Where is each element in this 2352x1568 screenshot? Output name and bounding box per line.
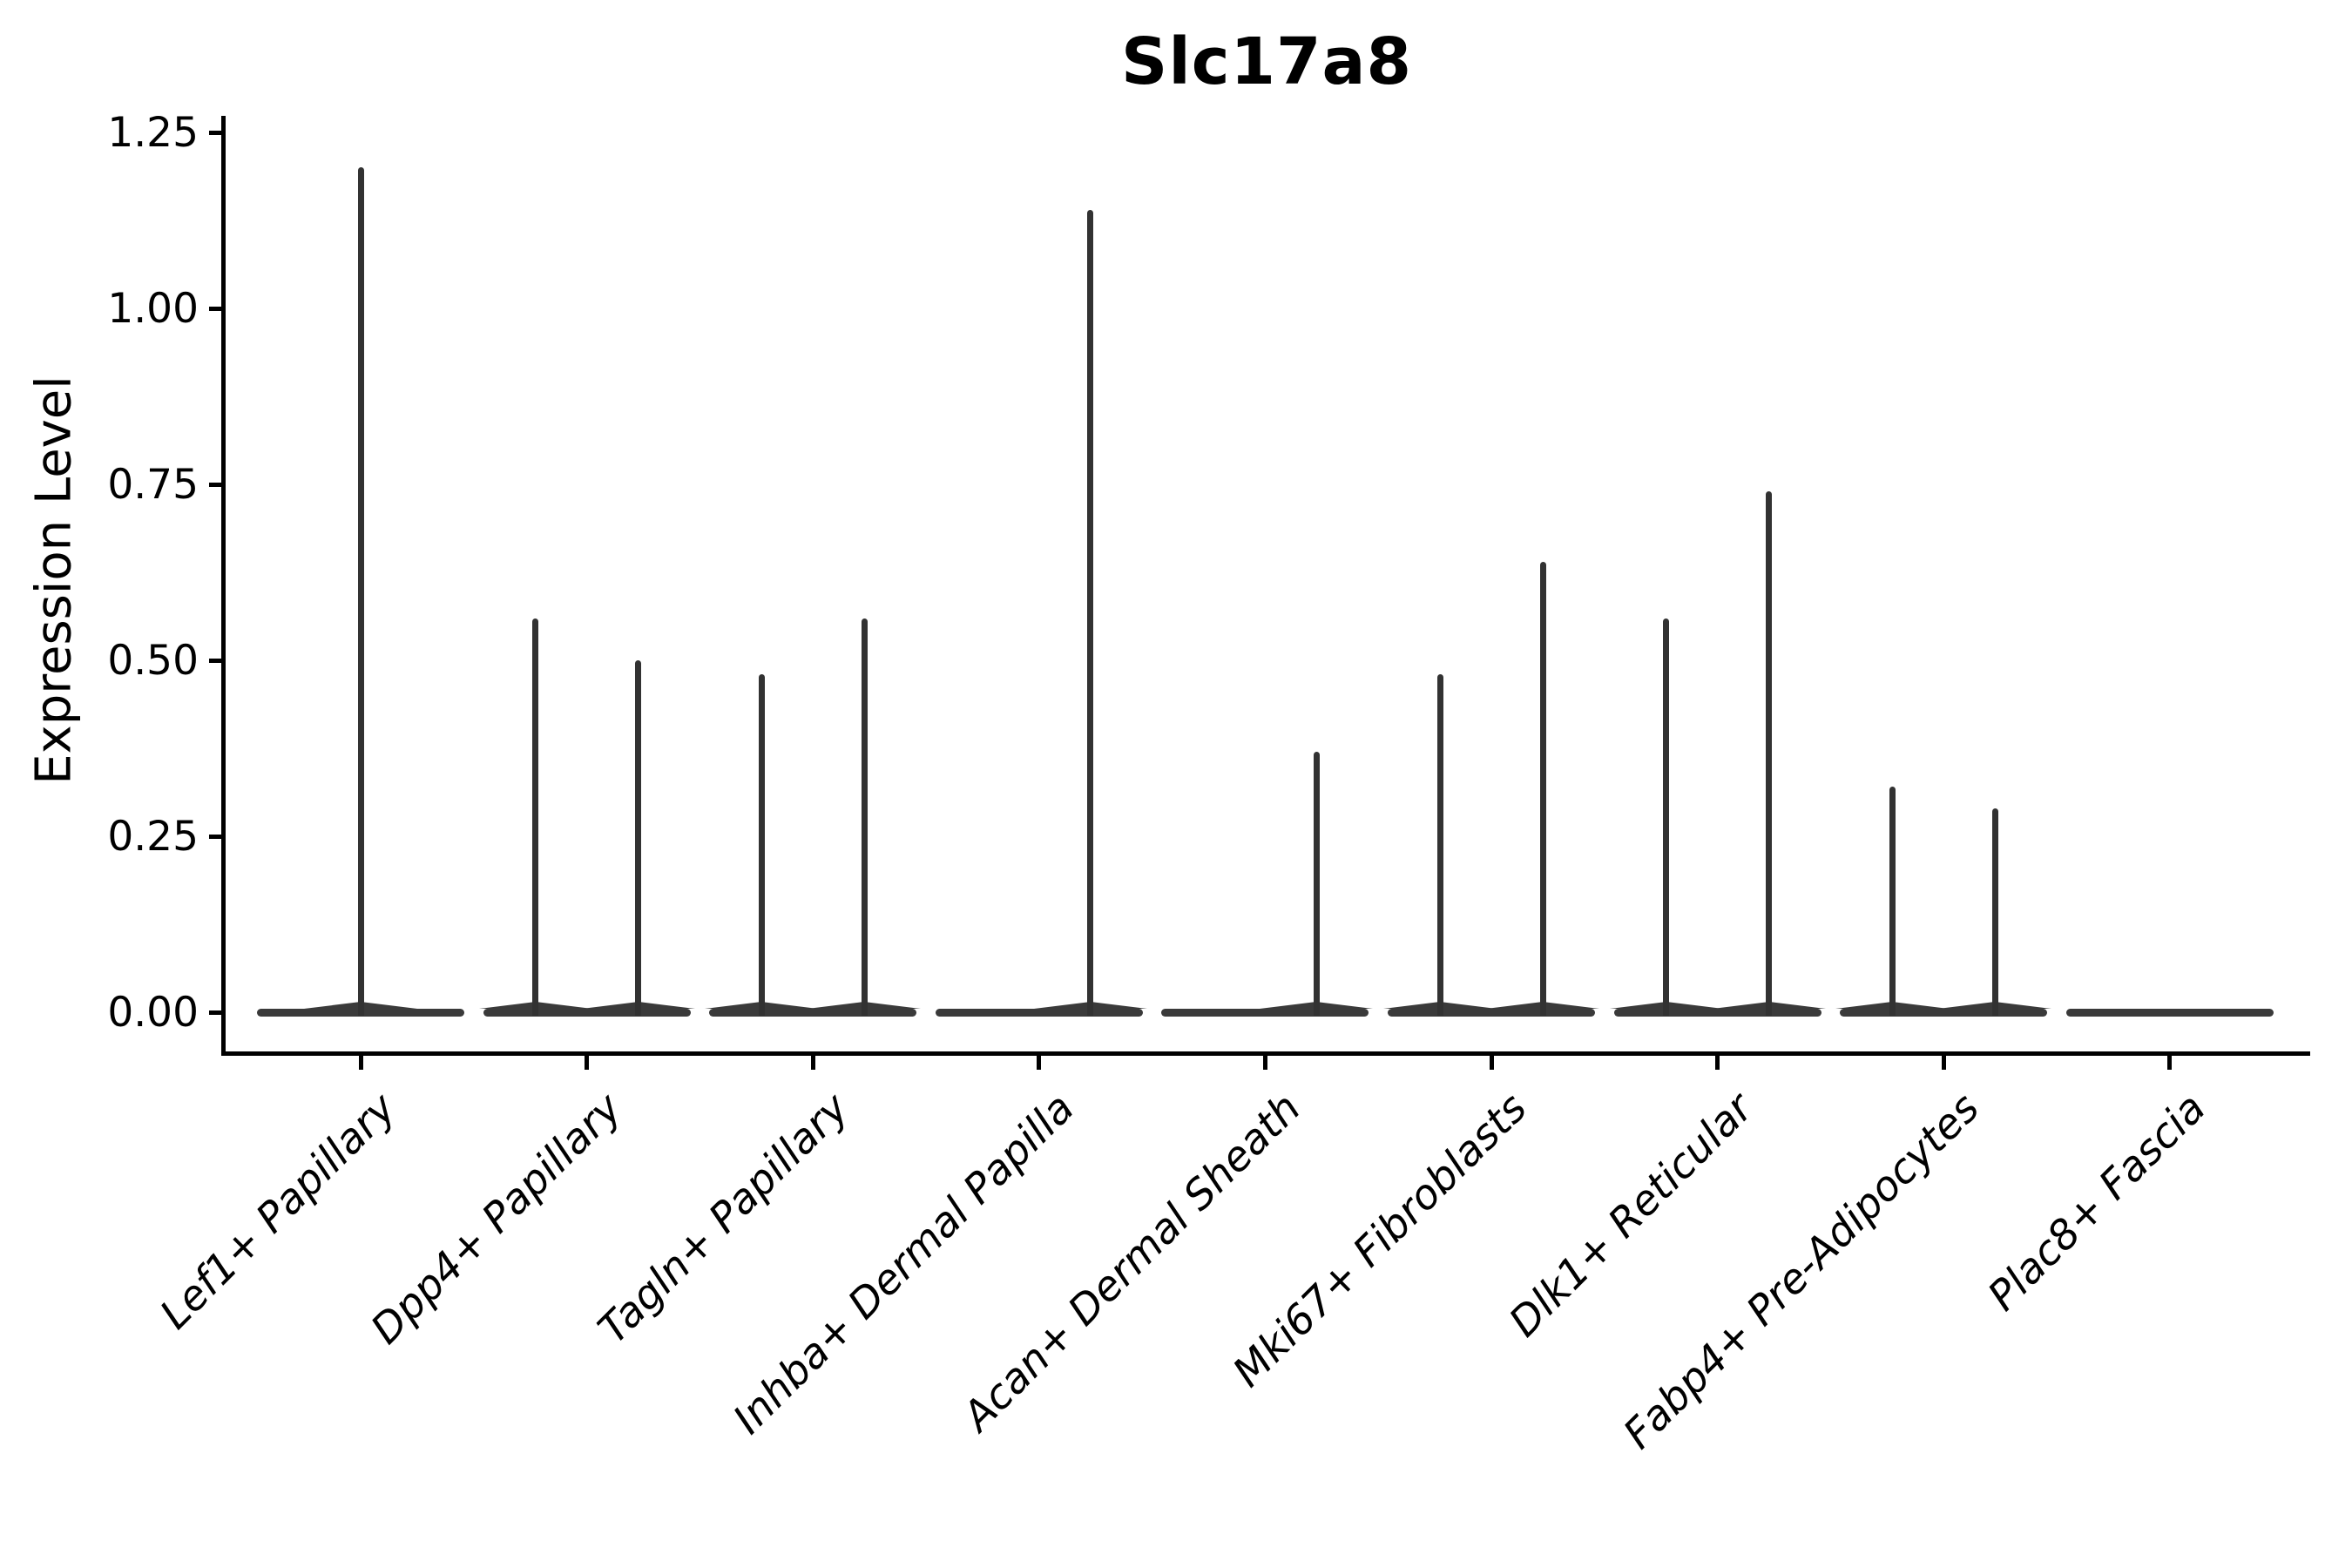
violin-base (1388, 1009, 1595, 1017)
y-tick-label: 0.25 (107, 812, 199, 861)
violin-spike (1539, 561, 1546, 1016)
x-tick-label: Dlk1+ Reticular (1500, 1084, 1763, 1347)
violin-spike (1766, 491, 1773, 1016)
violin-base (2065, 1009, 2274, 1017)
x-tick-mark (1715, 1056, 1720, 1070)
violin-spike (758, 674, 765, 1016)
violin-spike (532, 618, 539, 1016)
x-tick-mark (1489, 1056, 1494, 1070)
x-tick-mark (1941, 1056, 1946, 1070)
y-tick-label: 0.75 (107, 460, 199, 509)
x-axis-spine (221, 1051, 2310, 1056)
chart-title: Slc17a8 (1121, 24, 1412, 99)
violin-spike (1889, 787, 1896, 1016)
x-tick-mark (585, 1056, 590, 1070)
violin-base (935, 1009, 1143, 1017)
x-tick-label: Tagln+ Papillary (588, 1084, 858, 1354)
x-tick-label: Dpp4+ Papillary (362, 1084, 632, 1354)
x-tick-mark (1037, 1056, 1042, 1070)
y-axis-spine (221, 116, 226, 1056)
y-tick-label: 0.50 (107, 636, 199, 685)
violin-base (709, 1009, 917, 1017)
y-tick-mark (209, 482, 222, 487)
violin-spike (1663, 618, 1670, 1016)
y-tick-label: 1.00 (107, 284, 199, 333)
y-tick-mark (209, 658, 222, 663)
x-tick-mark (1262, 1056, 1267, 1070)
violin-base (1161, 1009, 1369, 1017)
x-tick-mark (810, 1056, 815, 1070)
x-tick-mark (2167, 1056, 2173, 1070)
violin-spike (635, 660, 642, 1016)
y-tick-label: 1.25 (107, 108, 199, 157)
y-axis-label: Expression Level (25, 375, 83, 785)
y-tick-mark (209, 306, 222, 311)
y-tick-mark (209, 834, 222, 839)
y-tick-label: 0.00 (107, 988, 199, 1037)
violin-spike (861, 618, 868, 1016)
violin-spike (1087, 209, 1094, 1016)
violin-spike (1436, 674, 1443, 1016)
violin-base (1613, 1009, 1821, 1017)
x-tick-mark (358, 1056, 363, 1070)
x-tick-label: Lef1+ Papillary (151, 1084, 406, 1339)
violin-base (1840, 1009, 2048, 1017)
violin-spike (1991, 808, 1998, 1016)
y-tick-mark (209, 1010, 222, 1015)
y-tick-mark (209, 130, 222, 135)
violin-base (483, 1009, 691, 1017)
violin-spike (357, 167, 364, 1016)
x-tick-label: Plac8+ Fascia (1978, 1084, 2215, 1321)
violin-spike (1313, 752, 1320, 1016)
